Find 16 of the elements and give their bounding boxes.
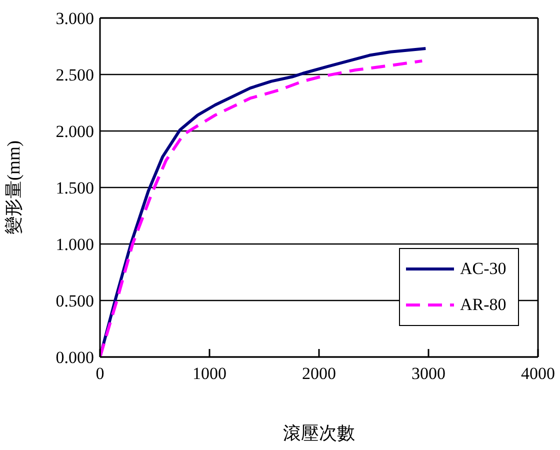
x-axis-title: 滾壓次數 xyxy=(283,423,355,443)
x-tick-label: 4000 xyxy=(521,364,555,384)
x-tick-label: 1000 xyxy=(192,364,226,384)
legend-label: AR-80 xyxy=(460,295,506,315)
y-tick-label: 2.000 xyxy=(56,122,94,142)
y-axis-title: 變形量(mm) xyxy=(3,140,24,234)
y-tick-label: 1.500 xyxy=(56,178,94,198)
y-tick-label: 3.000 xyxy=(56,9,94,28)
y-tick-label: 1.000 xyxy=(56,235,94,254)
y-tick-label: 0.000 xyxy=(56,348,94,368)
y-tick-label: 0.500 xyxy=(56,292,94,311)
x-tick-label: 2000 xyxy=(302,364,336,384)
legend-label: AC-30 xyxy=(460,259,506,279)
x-tick-label: 3000 xyxy=(412,364,446,384)
y-tick-label: 2.500 xyxy=(56,66,94,85)
x-tick-label: 0 xyxy=(96,364,104,384)
